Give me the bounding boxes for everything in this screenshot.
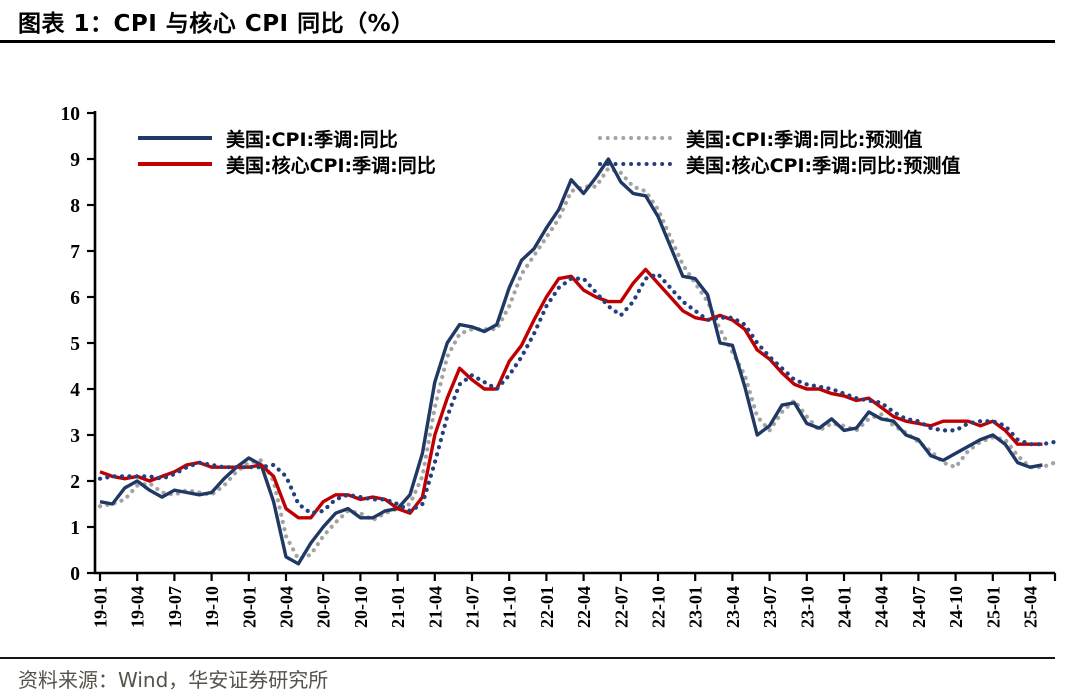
legend-label-cpi: 美国:CPI:季调:同比 bbox=[226, 128, 398, 151]
series-line-core-cpi-forecast bbox=[97, 271, 1057, 516]
x-tick-label: 25-01 bbox=[983, 586, 1003, 628]
legend-item-core-cpi: 美国:核心CPI:季调:同比 bbox=[138, 153, 436, 177]
y-tick-label: 2 bbox=[70, 472, 80, 493]
series-line-cpi-forecast bbox=[97, 165, 1057, 562]
y-tick-label: 5 bbox=[70, 334, 80, 355]
x-tick-label: 23-07 bbox=[760, 586, 780, 628]
y-tick-label: 8 bbox=[70, 196, 80, 217]
figure-title: 图表 1：CPI 与核心 CPI 同比（%） bbox=[18, 11, 415, 37]
legend-item-cpi: 美国:CPI:季调:同比 bbox=[138, 127, 398, 151]
x-tick-label: 23-01 bbox=[686, 586, 706, 628]
x-tick-label: 25-04 bbox=[1021, 586, 1041, 628]
x-tick-label: 22-01 bbox=[537, 586, 557, 628]
y-tick-label: 6 bbox=[70, 288, 80, 309]
x-tick-label: 20-07 bbox=[314, 586, 334, 628]
y-tick-label: 3 bbox=[70, 426, 80, 447]
x-tick-label: 21-01 bbox=[388, 586, 408, 628]
series-line-cpi bbox=[99, 157, 1043, 566]
y-tick-label: 0 bbox=[70, 564, 80, 585]
source-note: 资料来源：Wind，华安证券研究所 bbox=[18, 668, 329, 692]
title-divider bbox=[0, 40, 1055, 43]
x-tick-label: 22-07 bbox=[611, 586, 631, 628]
y-tick-label: 9 bbox=[70, 150, 80, 171]
x-tick-label: 24-07 bbox=[909, 586, 929, 628]
x-tick-label: 21-04 bbox=[425, 586, 445, 628]
x-tick-label: 22-10 bbox=[649, 586, 669, 628]
x-tick-label: 19-04 bbox=[128, 586, 148, 628]
legend-swatch-cpi-dotted-line bbox=[598, 136, 672, 140]
x-tick-label: 19-10 bbox=[202, 586, 222, 628]
axes bbox=[93, 111, 1055, 575]
legend-swatch-cpi-solid-line bbox=[138, 136, 212, 140]
x-tick-label: 19-07 bbox=[165, 586, 185, 628]
legend-item-core-cpi-forecast: 美国:核心CPI:季调:同比:预测值 bbox=[598, 153, 961, 177]
y-tick-label: 7 bbox=[70, 242, 80, 263]
y-tick-label: 10 bbox=[61, 104, 81, 125]
y-tick-label: 4 bbox=[70, 380, 80, 401]
x-tick-label: 20-04 bbox=[277, 586, 297, 628]
chart-legend: 美国:CPI:季调:同比 美国:核心CPI:季调:同比 美国:CPI:季调:同比… bbox=[0, 60, 1080, 177]
x-tick-label: 22-04 bbox=[574, 586, 594, 628]
x-tick-label: 24-01 bbox=[835, 586, 855, 628]
x-tick-label: 24-10 bbox=[946, 586, 966, 628]
x-tick-label: 23-04 bbox=[723, 586, 743, 628]
legend-swatch-core-cpi-dotted-line bbox=[598, 162, 672, 166]
legend-label-cpi-forecast: 美国:CPI:季调:同比:预测值 bbox=[686, 128, 923, 151]
x-tick-label: 20-01 bbox=[239, 586, 259, 628]
x-tick-label: 21-07 bbox=[463, 586, 483, 628]
legend-label-core-cpi-forecast: 美国:核心CPI:季调:同比:预测值 bbox=[686, 154, 961, 177]
legend-label-core-cpi: 美国:核心CPI:季调:同比 bbox=[226, 154, 436, 177]
x-tick-label: 24-04 bbox=[872, 586, 892, 628]
x-tick-label: 21-10 bbox=[500, 586, 520, 628]
x-tick-label: 20-10 bbox=[351, 586, 371, 628]
legend-item-cpi-forecast: 美国:CPI:季调:同比:预测值 bbox=[598, 127, 923, 151]
legend-swatch-core-cpi-solid-line bbox=[138, 162, 212, 166]
footer-divider bbox=[0, 657, 1055, 659]
x-tick-label: 23-10 bbox=[797, 586, 817, 628]
series-line-core-cpi bbox=[99, 267, 1043, 520]
x-tick-label: 19-01 bbox=[91, 586, 111, 628]
y-tick-label: 1 bbox=[70, 518, 80, 539]
